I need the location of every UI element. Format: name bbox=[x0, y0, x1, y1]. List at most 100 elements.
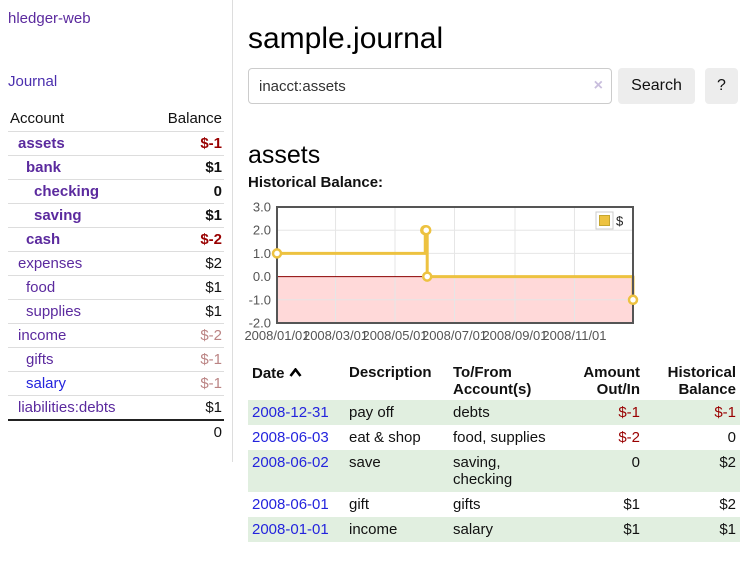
page-title: sample.journal bbox=[248, 22, 444, 56]
txn-date-link[interactable]: 2008-06-02 bbox=[252, 454, 329, 471]
txn-description-cell: pay off bbox=[349, 404, 394, 421]
account-balance: 0 bbox=[149, 179, 224, 204]
account-heading: assets bbox=[248, 140, 321, 169]
x-tick-label: 2008/03/01 bbox=[303, 328, 368, 343]
account-link-liabilities-debts[interactable]: liabilities:debts bbox=[18, 399, 116, 416]
legend-swatch bbox=[599, 215, 610, 226]
txn-amount-cell: $1 bbox=[623, 496, 640, 513]
txn-date-cell: 2008-06-01 bbox=[248, 492, 345, 517]
account-link-gifts[interactable]: gifts bbox=[26, 351, 54, 368]
search-button[interactable]: Search bbox=[618, 68, 695, 104]
txn-date-cell: 2008-06-02 bbox=[248, 450, 345, 492]
account-link-checking[interactable]: checking bbox=[34, 183, 100, 200]
account-row: cash $-2 bbox=[8, 227, 224, 252]
help-button[interactable]: ? bbox=[705, 68, 738, 104]
txn-accounts-cell: salary bbox=[453, 521, 494, 538]
txn-amount-cell: $1 bbox=[623, 521, 640, 538]
account-balance: $-1 bbox=[149, 347, 224, 372]
txn-accounts-cell: gifts bbox=[453, 496, 481, 513]
account-row: supplies $1 bbox=[8, 299, 224, 324]
account-balance: $-1 bbox=[149, 131, 224, 156]
x-tick-label: 2008/09/01 bbox=[482, 328, 547, 343]
txn-header-amount: Amount Out/In bbox=[583, 364, 640, 398]
account-balance: $1 bbox=[149, 155, 224, 180]
accounts-table: Account Balance assets $-1 bank $1 checking 0… bbox=[8, 106, 224, 444]
y-tick-label: 1.0 bbox=[253, 246, 271, 261]
transaction-row[interactable]: 2008-12-31 pay off debts $-1 $-1 bbox=[248, 400, 740, 425]
txn-description-cell: save bbox=[349, 454, 381, 471]
account-balance: $-2 bbox=[149, 323, 224, 348]
txn-accounts-cell: food, supplies bbox=[453, 429, 546, 446]
txn-date-cell: 2008-06-03 bbox=[248, 425, 345, 450]
account-row: assets $-1 bbox=[8, 131, 224, 156]
chart-title: Historical Balance: bbox=[248, 174, 384, 191]
txn-accounts-cell: saving, checking bbox=[453, 454, 513, 488]
data-point-marker bbox=[421, 271, 433, 282]
sort-ascending-icon bbox=[288, 364, 302, 381]
account-row: income $-2 bbox=[8, 323, 224, 348]
account-link-salary[interactable]: salary bbox=[26, 375, 67, 392]
transaction-row[interactable]: 2008-06-01 gift gifts $1 $2 bbox=[248, 492, 740, 517]
account-link-income[interactable]: income bbox=[18, 327, 67, 344]
txn-date-cell: 2008-01-01 bbox=[248, 517, 345, 542]
accounts-header-balance: Balance bbox=[149, 106, 224, 132]
accounts-header-account: Account bbox=[8, 106, 150, 132]
transaction-row[interactable]: 2008-06-03 eat & shop food, supplies $-2 0 bbox=[248, 425, 740, 450]
y-tick-label: -1.0 bbox=[249, 292, 271, 307]
txn-description-cell: eat & shop bbox=[349, 429, 421, 446]
txn-description-cell: income bbox=[349, 521, 398, 538]
transaction-row[interactable]: 2008-06-02 save saving, checking 0 $2 bbox=[248, 450, 740, 492]
account-balance: $-2 bbox=[149, 227, 224, 252]
account-row: gifts $-1 bbox=[8, 347, 224, 372]
account-link-saving[interactable]: saving bbox=[34, 207, 82, 224]
account-balance: $1 bbox=[149, 203, 224, 228]
sidebar-item-journal[interactable]: Journal bbox=[8, 73, 58, 90]
legend-label: $ bbox=[616, 214, 624, 229]
txn-description-cell: gift bbox=[349, 496, 370, 513]
data-point-marker bbox=[420, 224, 432, 236]
account-balance: $2 bbox=[149, 251, 224, 276]
account-balance: $1 bbox=[149, 275, 224, 300]
txn-balance-cell: $1 bbox=[719, 521, 736, 538]
txn-date-link[interactable]: 2008-06-03 bbox=[252, 429, 329, 446]
account-link-assets[interactable]: assets bbox=[18, 135, 65, 152]
account-link-bank[interactable]: bank bbox=[26, 159, 62, 176]
txn-date-link[interactable]: 2008-06-01 bbox=[252, 496, 329, 513]
account-link-food[interactable]: food bbox=[26, 279, 56, 296]
search-input-wrap: × bbox=[248, 68, 612, 104]
txn-date-link[interactable]: 2008-01-01 bbox=[252, 521, 329, 538]
account-row: salary $-1 bbox=[8, 371, 224, 396]
accounts-total-spacer bbox=[8, 420, 149, 444]
y-tick-label: 2.0 bbox=[253, 223, 271, 238]
account-balance: $1 bbox=[149, 299, 224, 324]
historical-balance-chart: $3.0 2.0 1.0 0.0 -1.0 -2.0 2008/01/01 2008/03/0… bbox=[242, 200, 642, 354]
x-tick-label: 2008/11/01 bbox=[542, 328, 606, 343]
account-row: liabilities:debts $1 bbox=[8, 395, 224, 421]
txn-header-description: Description bbox=[349, 364, 432, 381]
txn-amount-cell: $-2 bbox=[618, 429, 640, 446]
search-input[interactable] bbox=[248, 68, 612, 104]
sidebar: hledger-web Journal Account Balance asse… bbox=[0, 0, 233, 462]
account-row: expenses $2 bbox=[8, 251, 224, 276]
txn-date-cell: 2008-12-31 bbox=[248, 400, 345, 425]
clear-search-icon[interactable]: × bbox=[593, 77, 603, 94]
txn-amount-cell: 0 bbox=[631, 454, 640, 471]
y-tick-label: -2.0 bbox=[249, 316, 271, 331]
account-link-supplies[interactable]: supplies bbox=[26, 303, 82, 320]
transactions-table: Date Description To/From Account(s) Amou… bbox=[248, 362, 740, 542]
data-point-marker bbox=[627, 294, 639, 306]
data-point-marker bbox=[271, 248, 283, 259]
txn-header-accounts: To/From Account(s) bbox=[453, 364, 532, 398]
search-form: × Search ? bbox=[248, 68, 738, 104]
transaction-row[interactable]: 2008-01-01 income salary $1 $1 bbox=[248, 517, 740, 542]
txn-balance-cell: $2 bbox=[719, 454, 736, 471]
x-tick-label: 2008/07/01 bbox=[422, 328, 487, 343]
txn-header-date[interactable]: Date bbox=[248, 362, 345, 400]
account-row: food $1 bbox=[8, 275, 224, 300]
account-link-expenses[interactable]: expenses bbox=[18, 255, 83, 272]
account-link-cash[interactable]: cash bbox=[26, 231, 61, 248]
account-row: checking 0 bbox=[8, 179, 224, 204]
account-row: bank $1 bbox=[8, 155, 224, 180]
txn-date-link[interactable]: 2008-12-31 bbox=[252, 404, 329, 421]
app-title-link[interactable]: hledger-web bbox=[8, 10, 91, 27]
